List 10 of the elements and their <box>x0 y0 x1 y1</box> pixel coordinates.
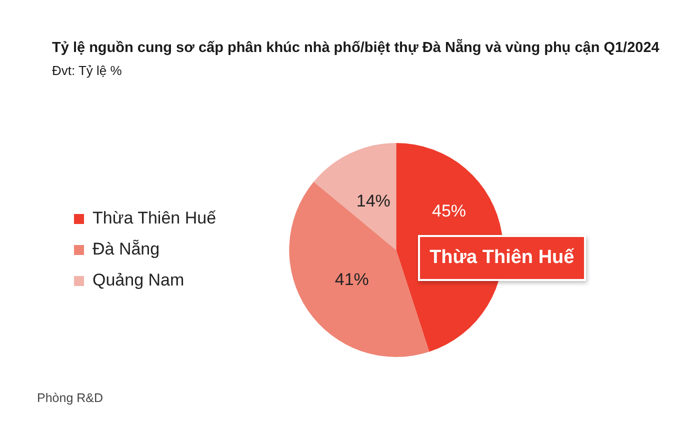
text: Thừa Thiên Huế <box>430 247 574 268</box>
data-label: 45% <box>432 201 466 220</box>
chart-subtitle: Đvt: Tỷ lệ % <box>52 63 122 78</box>
legend-label: Đà Nẵng <box>92 240 160 259</box>
legend-label: Quảng Nam <box>92 270 184 290</box>
data-label: 14% <box>356 191 390 210</box>
legend-label: Thừa Thiên Huế <box>92 208 217 228</box>
text: Phòng R&D <box>37 391 104 405</box>
chart-title: Tỷ lệ nguồn cung sơ cấp phân khúc nhà phố/biệt thự Đà Nẵng và vùng phụ cận Q1/2024 <box>52 40 660 56</box>
data-label: 41% <box>334 270 369 289</box>
